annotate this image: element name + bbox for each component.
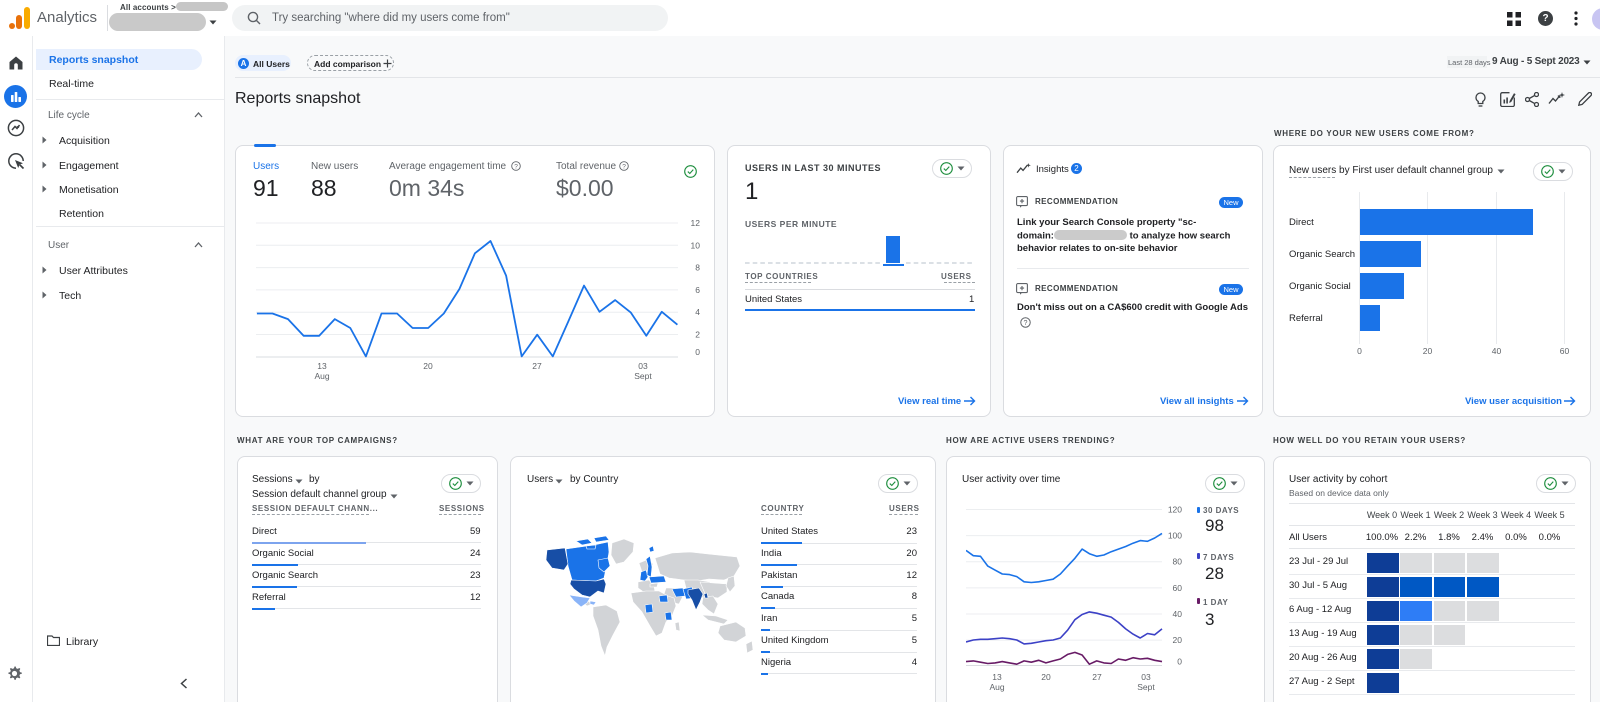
svg-text:Sept: Sept — [1137, 682, 1155, 692]
svg-text:40: 40 — [1173, 609, 1183, 619]
svg-text:27: 27 — [532, 361, 542, 371]
svg-text:40: 40 — [1492, 346, 1502, 356]
svg-text:4: 4 — [695, 307, 700, 317]
svg-text:2: 2 — [695, 330, 700, 340]
svg-text:13: 13 — [992, 672, 1002, 682]
svg-text:03: 03 — [1141, 672, 1151, 682]
svg-text:?: ? — [1024, 319, 1028, 327]
svg-text:20: 20 — [423, 361, 433, 371]
svg-text:Aug: Aug — [989, 682, 1004, 692]
svg-text:100: 100 — [1168, 531, 1182, 541]
svg-text:13: 13 — [317, 361, 327, 371]
svg-text:20: 20 — [1041, 672, 1051, 682]
svg-text:60: 60 — [1560, 346, 1570, 356]
svg-text:03: 03 — [638, 361, 648, 371]
svg-text:Sept: Sept — [634, 371, 652, 381]
svg-text:12: 12 — [691, 218, 701, 228]
svg-text:0: 0 — [695, 347, 700, 357]
svg-text:0: 0 — [1177, 657, 1182, 667]
svg-text:8: 8 — [695, 263, 700, 273]
svg-text:10: 10 — [691, 240, 701, 250]
svg-text:?: ? — [514, 163, 518, 170]
svg-text:80: 80 — [1173, 557, 1183, 567]
svg-text:120: 120 — [1168, 505, 1182, 515]
svg-text:Aug: Aug — [314, 371, 329, 381]
svg-text:6: 6 — [695, 285, 700, 295]
svg-text:0: 0 — [1357, 346, 1362, 356]
svg-text:20: 20 — [1173, 635, 1183, 645]
svg-text:?: ? — [622, 163, 626, 170]
svg-text:60: 60 — [1173, 583, 1183, 593]
svg-text:20: 20 — [1423, 346, 1433, 356]
svg-text:27: 27 — [1092, 672, 1102, 682]
